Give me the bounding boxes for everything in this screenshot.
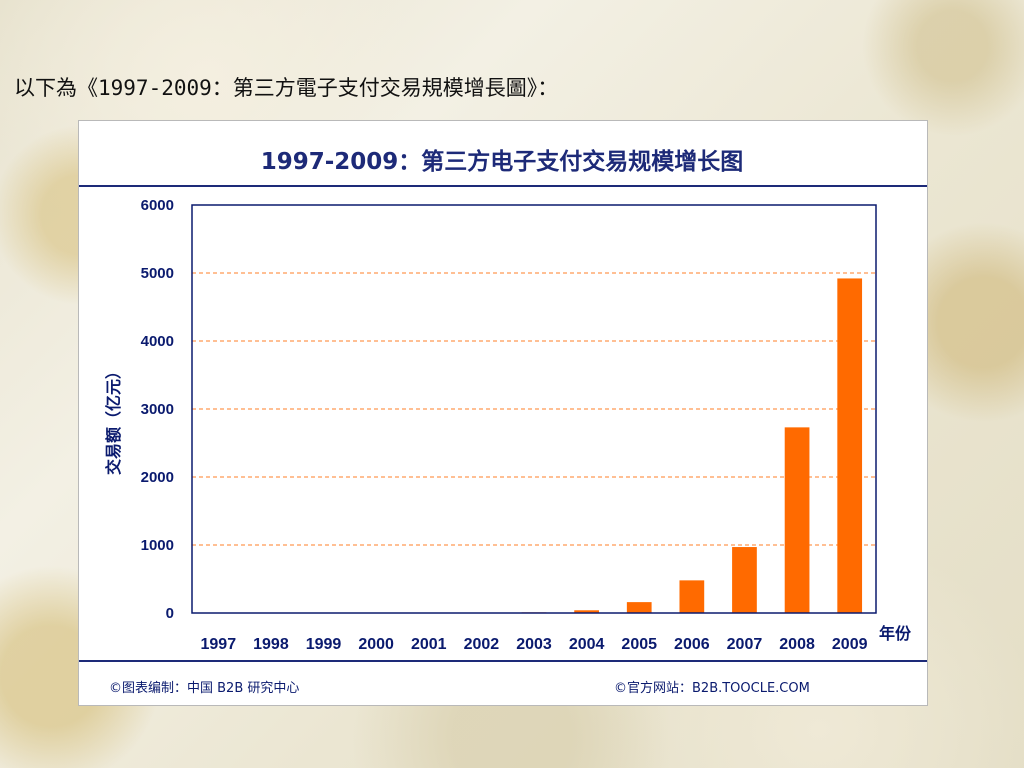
y-axis-title: 交易额（亿元） [104,363,123,475]
x-tick-label: 1998 [253,636,289,653]
plot-frame [191,204,877,614]
chart-panel: 1997-2009：第三方电子支付交易规模增长图 0 1000 2000 3000 40… [78,120,928,706]
x-axis-title: 年份 [879,624,912,643]
y-tick-label: 5000 [141,265,174,282]
x-tick-label: 2006 [674,636,710,653]
x-tick-label: 2004 [569,636,605,653]
x-tick-label: 2003 [516,636,552,653]
y-tick-label: 1000 [141,537,174,554]
x-tick-label: 1999 [306,636,342,653]
bar-2009 [837,278,863,613]
slide-heading: 以下為《1997-2009：第三方電子支付交易規模增長圖》： [14,76,559,100]
y-tick-label: 3000 [141,401,174,418]
y-tick-label: 0 [166,605,174,622]
y-tick-labels: 0 1000 2000 3000 4000 5000 6000 [141,197,174,622]
bar-2004 [574,610,599,613]
x-tick-label: 2005 [621,636,657,653]
x-tick-label: 1997 [201,636,237,653]
y-tick-label: 2000 [141,469,174,486]
y-tick-label: 6000 [141,197,174,214]
x-tick-label: 2001 [411,636,447,653]
x-tick-label: 2007 [727,636,763,653]
x-tick-labels: 1997 1998 1999 2000 2001 2002 2003 2004 2005 2006… [201,636,868,653]
footer-website: ©官方网站：B2B.TOOCLE.COM [614,680,810,696]
x-tick-label: 2008 [779,636,815,653]
grid-lines [192,272,876,546]
bar-2007 [732,547,757,613]
bar-2006 [679,580,705,613]
bars [521,278,863,613]
x-tick-label: 2002 [464,636,500,653]
x-tick-label: 2009 [832,636,868,653]
y-tick-label: 4000 [141,333,174,350]
footer-source: ©图表编制：中国 B2B 研究中心 [109,681,299,696]
bar-2005 [626,602,652,613]
bar-2008 [784,427,810,613]
chart-title: 1997-2009：第三方电子支付交易规模增长图 [261,148,744,175]
x-tick-label: 2000 [358,636,394,653]
bar-chart: 1997-2009：第三方电子支付交易规模增长图 0 1000 2000 3000 40… [79,148,927,696]
